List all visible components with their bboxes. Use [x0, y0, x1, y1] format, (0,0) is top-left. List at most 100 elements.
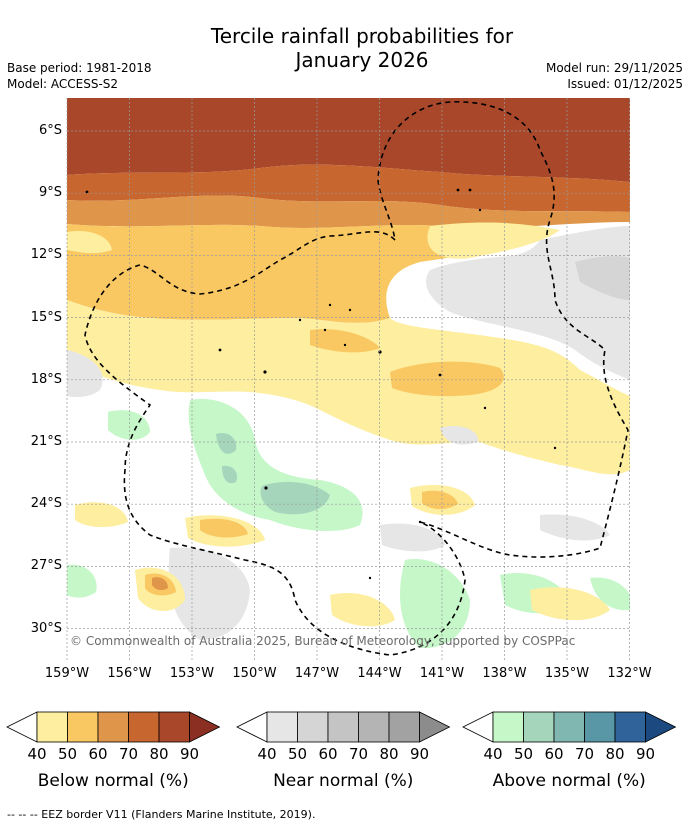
island — [343, 343, 347, 347]
near-50-east — [575, 256, 630, 300]
model-run: Model run: 29/11/2025 — [545, 61, 683, 75]
longitude-label: 141°W — [419, 666, 465, 681]
longitude-label: 150°W — [232, 666, 277, 681]
colorbar-segment — [67, 711, 99, 743]
meta-right: Model run: 29/11/2025 Issued: 01/12/2025 — [546, 60, 683, 92]
eez-french-polynesia — [84, 101, 629, 656]
island — [218, 348, 222, 352]
colorbar-tick-label: 70 — [574, 745, 595, 763]
above-40-sw — [67, 564, 97, 598]
colorbar-segment — [36, 711, 68, 743]
island — [85, 190, 89, 194]
colorbar-segment — [523, 711, 555, 743]
colorbar-tick-label: 80 — [149, 745, 169, 763]
colorbar-tick-label: 70 — [348, 745, 369, 763]
above-40-east — [590, 577, 630, 611]
latitude-label: 24°S — [30, 496, 62, 512]
colorbar-segment — [327, 711, 359, 743]
below-40-region — [67, 300, 630, 475]
near-40-sw — [168, 547, 250, 640]
below-60-south-3 — [152, 577, 168, 591]
model-name: Model: ACCESS-S2 — [7, 77, 119, 91]
map-field — [67, 98, 630, 660]
below-80-band — [67, 98, 630, 182]
latitude-label: 15°S — [30, 309, 62, 325]
longitude-label: 135°W — [544, 666, 590, 681]
below-70-band — [67, 164, 630, 212]
above-50-small-2 — [222, 465, 238, 484]
colorbar-low-arrow — [236, 711, 268, 743]
colorbar-tick-label: 60 — [544, 745, 564, 763]
colorbar-tick-label: 70 — [118, 745, 139, 763]
island — [263, 370, 267, 374]
gridlines — [66, 98, 630, 660]
colorbar-high-arrow — [189, 711, 221, 743]
colorbars — [6, 711, 677, 743]
colorbar-high-arrow — [645, 711, 677, 743]
latitude-label: 30°S — [30, 620, 62, 636]
island — [483, 406, 487, 410]
map-title: Tercile rainfall probabilities for Janua… — [0, 24, 690, 72]
colorbar-segment — [358, 711, 390, 743]
below-40-south-1 — [75, 502, 128, 528]
colorbar-segment — [614, 711, 646, 743]
colorbar-segment — [297, 711, 329, 743]
colorbar-title: Near normal (%) — [273, 771, 414, 791]
colorbar-low-arrow — [6, 711, 38, 743]
colorbar-tick-label: 80 — [605, 745, 625, 763]
island — [418, 520, 422, 524]
colorbar-segment — [266, 711, 298, 743]
near-40-mid — [440, 425, 479, 445]
title-line-1: Tercile rainfall probabilities for — [210, 24, 514, 48]
colorbar-tick-label: 90 — [409, 745, 430, 763]
longitude-label: 156°W — [107, 666, 152, 681]
island — [378, 350, 382, 354]
colorbar-high-arrow — [419, 711, 451, 743]
latitude-label: 18°S — [30, 371, 62, 387]
colorbar-segment — [128, 711, 160, 743]
above-40-west — [108, 410, 150, 440]
longitude-label: 147°W — [294, 666, 340, 681]
island — [468, 188, 472, 192]
below-50-south-5 — [422, 490, 458, 510]
issued-date: Issued: 01/12/2025 — [567, 77, 683, 91]
colorbar-low-arrow — [462, 711, 494, 743]
above-40-south — [400, 559, 470, 649]
latitude-label: 12°S — [30, 247, 62, 263]
colorbar-tick-label: 80 — [379, 745, 399, 763]
colorbar-segment — [492, 711, 524, 743]
near-40-west — [67, 350, 103, 398]
base-period: Base period: 1981-2018 — [7, 61, 152, 75]
colorbar-tick-label: 60 — [318, 745, 338, 763]
colorbar-title: Above normal (%) — [492, 771, 646, 791]
island — [368, 576, 372, 580]
eez-footnote: -- -- -- EEZ border V11 (Flanders Marine… — [7, 808, 316, 821]
latitude-label: 27°S — [30, 558, 62, 574]
below-50-south-2 — [200, 518, 248, 538]
colorbar-tick-label: 40 — [27, 745, 47, 763]
colorbar-segment — [158, 711, 190, 743]
colorbar-title: Below normal (%) — [37, 771, 189, 791]
copyright-notice: © Commonwealth of Australia 2025, Bureau… — [70, 634, 576, 648]
below-50-blob-18s — [390, 361, 504, 397]
title-line-2: January 2026 — [295, 48, 429, 72]
colorbar-tick-label: 40 — [483, 745, 503, 763]
island — [298, 318, 302, 322]
colorbar-tick-label: 50 — [513, 745, 534, 763]
near-40-south — [380, 523, 445, 552]
below-50-band — [67, 224, 540, 323]
island — [323, 328, 327, 332]
colorbar-tick-label: 90 — [179, 745, 200, 763]
colorbar-tick-label: 60 — [88, 745, 108, 763]
latitude-label: 6°S — [38, 123, 62, 138]
island — [456, 188, 460, 192]
colorbar-segment — [553, 711, 585, 743]
colorbar-tick-label: 50 — [287, 745, 308, 763]
above-50-central — [260, 481, 330, 515]
longitude-label: 159°W — [44, 666, 90, 681]
below-60-band — [67, 195, 630, 228]
below-40-south-6 — [530, 587, 610, 621]
meta-left: Base period: 1981-2018 Model: ACCESS-S2 — [7, 60, 152, 92]
colorbar-tick-label: 40 — [257, 745, 277, 763]
